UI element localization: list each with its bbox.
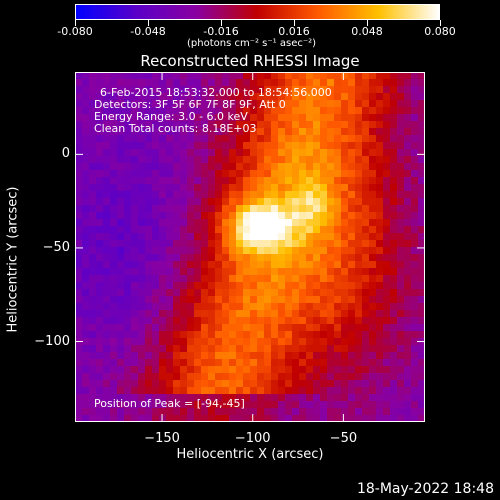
peak-position-label: Position of Peak = [-94,-45]	[94, 397, 245, 410]
annotation-line: 6-Feb-2015 18:53:32.000 to 18:54:56.000	[100, 86, 332, 99]
colorbar-tick-label: -0.048	[130, 25, 166, 38]
x-tick-label: −100	[234, 431, 271, 446]
timestamp: 18-May-2022 18:48	[356, 481, 494, 497]
colorbar-tick-mark	[367, 20, 368, 26]
colorbar-tick-mark	[294, 20, 295, 26]
colorbar-tick-label: -0.080	[57, 25, 93, 38]
colorbar-tick-label: -0.016	[203, 25, 239, 38]
colorbar-tick-mark	[148, 20, 149, 26]
x-axis-label: Heliocentric X (arcsec)	[176, 447, 324, 462]
y-tick-label: −100	[34, 333, 70, 349]
colorbar-unit-label: (photons cm⁻² s⁻¹ asec⁻²)	[187, 38, 317, 49]
plot-frame	[75, 72, 425, 422]
annotation-line: Energy Range: 3.0 - 6.0 keV	[94, 110, 248, 123]
y-tick-label: −50	[42, 239, 70, 255]
annotation-line: Clean Total counts: 8.18E+03	[94, 122, 257, 135]
x-tick-label: −150	[144, 431, 180, 446]
plot-area	[75, 72, 425, 422]
colorbar-tick-mark	[440, 20, 441, 26]
y-axis-label: Heliocentric Y (arcsec)	[5, 186, 21, 333]
y-tick-label: 0	[61, 146, 70, 162]
colorbar-tick-mark	[221, 20, 222, 26]
colorbar-tick-label: 0.080	[424, 25, 456, 38]
colorbar	[75, 4, 440, 20]
annotation-line: Detectors: 3F 5F 6F 7F 8F 9F, Att 0	[94, 98, 286, 111]
colorbar-tick-label: 0.048	[351, 25, 383, 38]
colorbar-tick-label: 0.016	[278, 25, 310, 38]
chart-title: Reconstructed RHESSI Image	[140, 52, 360, 70]
colorbar-tick-mark	[75, 20, 76, 26]
x-tick-label: −50	[329, 431, 358, 446]
heatmap-pixels	[75, 72, 425, 422]
